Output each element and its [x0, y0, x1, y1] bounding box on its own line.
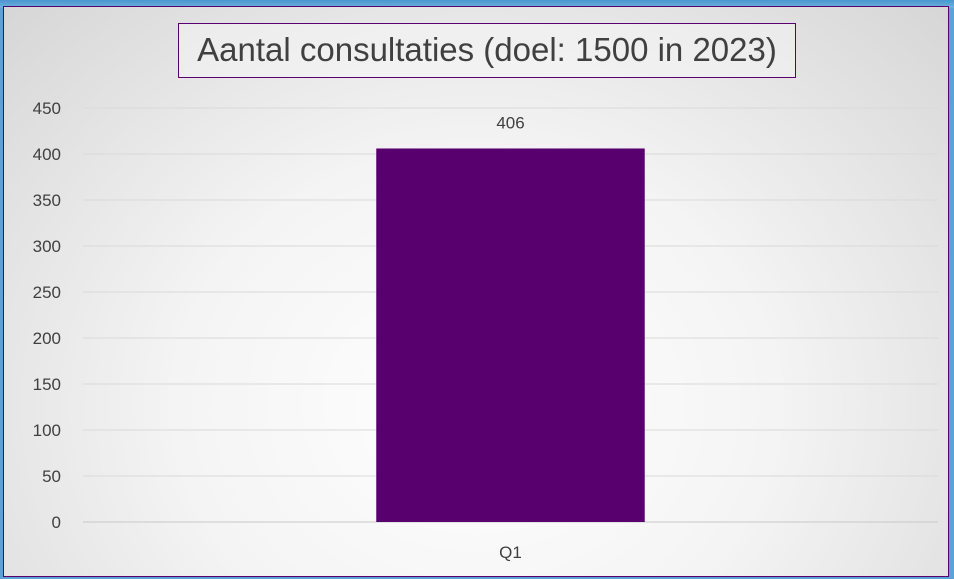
y-tick-label: 450 — [33, 99, 61, 118]
background-strip — [0, 0, 954, 8]
y-tick-label: 50 — [42, 467, 61, 486]
x-category-label: Q1 — [499, 543, 522, 562]
y-tick-label: 250 — [33, 283, 61, 302]
bar — [376, 148, 645, 523]
data-labels: 406 — [496, 113, 524, 132]
data-label: 406 — [496, 113, 524, 132]
bars — [376, 148, 645, 523]
y-tick-label: 400 — [33, 145, 61, 164]
y-tick-label: 350 — [33, 191, 61, 210]
y-tick-label: 0 — [52, 513, 61, 532]
chart-title: Aantal consultaties (doel: 1500 in 2023) — [178, 23, 796, 78]
y-tick-label: 200 — [33, 329, 61, 348]
y-tick-label: 150 — [33, 375, 61, 394]
y-tick-label: 100 — [33, 421, 61, 440]
y-tick-label: 300 — [33, 237, 61, 256]
x-axis-categories: Q1 — [499, 543, 522, 562]
y-axis-ticks: 0 50 100 150 200 250 300 350 400 450 — [33, 99, 61, 532]
